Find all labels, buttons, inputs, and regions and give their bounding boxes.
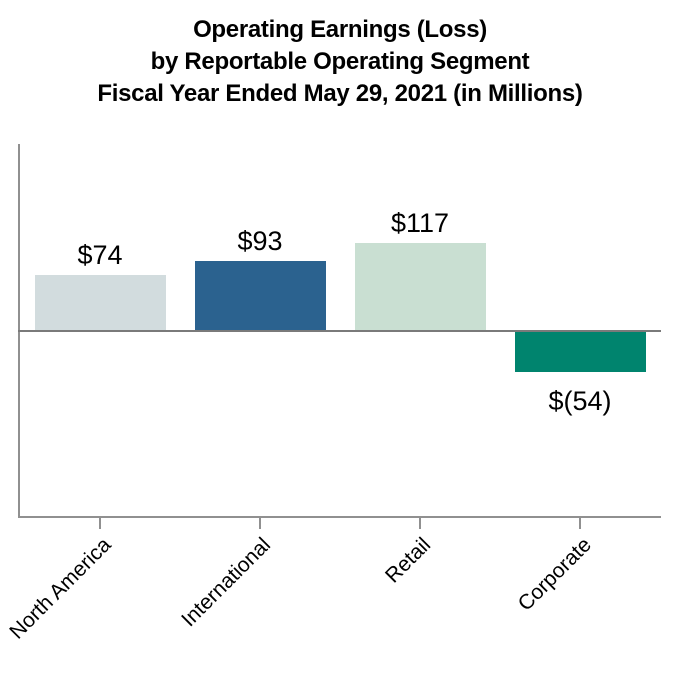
bar-north-america	[34, 275, 166, 330]
x-tick-retail	[419, 518, 421, 529]
bar-corporate	[514, 332, 646, 372]
bar-retail	[354, 243, 486, 330]
value-label-retail: $117	[390, 208, 450, 238]
value-label-international: $93	[237, 226, 283, 256]
zero-baseline	[18, 330, 661, 332]
bar-international	[194, 261, 326, 330]
value-label-corporate: $(54)	[548, 386, 612, 416]
chart-title-line1: Operating Earnings (Loss)	[193, 16, 487, 43]
x-label-retail: Retail	[381, 533, 436, 588]
x-label-north-america: North America	[5, 533, 116, 644]
x-tick-corporate	[579, 518, 581, 529]
chart-title: Operating Earnings (Loss) by Reportable …	[0, 14, 680, 110]
x-tick-international	[259, 518, 261, 529]
x-label-international: International	[177, 533, 276, 632]
chart-title-line2: by Reportable Operating Segment	[150, 48, 530, 75]
x-tick-north-america	[99, 518, 101, 529]
x-label-corporate: Corporate	[513, 533, 596, 616]
chart-title-line3: Fiscal Year Ended May 29, 2021 (in Milli…	[97, 80, 583, 107]
value-label-north-america: $74	[77, 240, 123, 270]
x-axis-line	[18, 516, 661, 518]
